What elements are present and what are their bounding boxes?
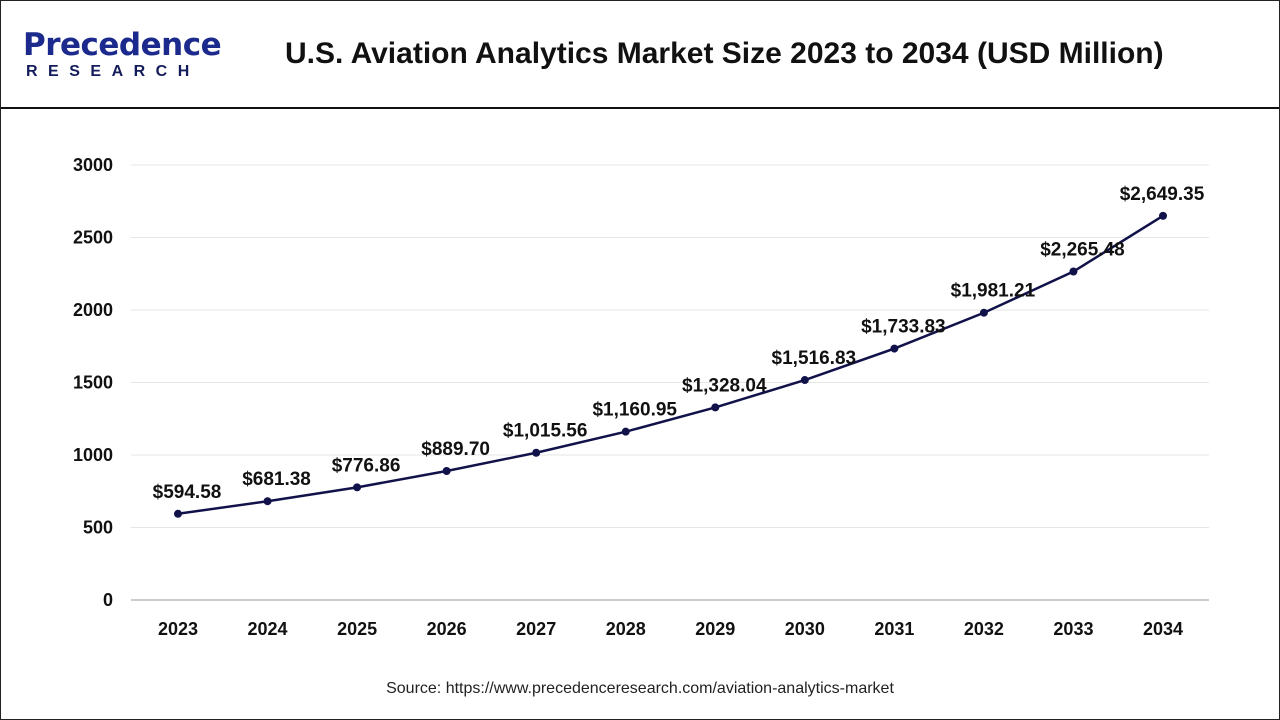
data-point: [1069, 267, 1078, 276]
data-label: $1,516.83: [772, 348, 857, 369]
y-tick-label: 3000: [73, 155, 113, 175]
data-point: [532, 448, 541, 457]
x-tick-label: 2024: [248, 619, 288, 639]
data-point: [621, 427, 630, 436]
y-tick-label: 1500: [73, 373, 113, 393]
chart-title: U.S. Aviation Analytics Market Size 2023…: [285, 37, 1164, 70]
x-tick-label: 2023: [158, 619, 198, 639]
data-label: $1,160.95: [592, 400, 677, 421]
precedence-research-logo: Precedence RESEARCH: [23, 27, 222, 81]
data-point: [1159, 211, 1167, 220]
data-point: [353, 483, 362, 492]
header: Precedence RESEARCH U.S. Aviation Analyt…: [1, 1, 1279, 109]
data-label: $1,733.83: [861, 317, 946, 338]
x-tick-label: 2032: [964, 619, 1004, 639]
data-label: $2,265.48: [1040, 240, 1125, 261]
logo-text-bottom: RESEARCH: [26, 63, 200, 80]
x-tick-label: 2027: [516, 619, 556, 639]
data-label: $2,649.35: [1120, 184, 1205, 205]
data-point: [442, 466, 451, 475]
data-label: $889.70: [421, 439, 490, 460]
data-point: [979, 308, 988, 317]
x-tick-label: 2028: [606, 619, 646, 639]
y-tick-label: 2000: [73, 300, 113, 320]
data-label: $1,015.56: [503, 421, 588, 442]
x-tick-label: 2030: [785, 619, 825, 639]
data-point: [174, 509, 182, 518]
x-tick-label: 2034: [1143, 619, 1183, 639]
y-tick-label: 500: [83, 518, 113, 538]
y-tick-label: 1000: [73, 445, 113, 465]
data-point: [263, 497, 272, 506]
x-tick-label: 2033: [1053, 619, 1093, 639]
logo-text-top: Precedence: [23, 27, 222, 63]
data-label: $681.38: [242, 469, 311, 490]
y-tick-label: 2500: [73, 228, 113, 248]
source-note: Source: https://www.precedenceresearch.c…: [386, 680, 894, 697]
data-point: [711, 403, 720, 412]
y-tick-label: 0: [103, 590, 113, 610]
data-point: [890, 344, 899, 353]
data-label: $1,981.21: [951, 281, 1036, 302]
x-tick-label: 2029: [695, 619, 735, 639]
x-tick-label: 2031: [874, 619, 914, 639]
data-label: $776.86: [332, 455, 401, 476]
series-line: [177, 214, 1164, 516]
x-tick-label: 2026: [427, 619, 467, 639]
data-label: $1,328.04: [682, 375, 767, 396]
data-point: [800, 376, 809, 385]
x-tick-label: 2025: [337, 619, 377, 639]
data-label: $594.58: [153, 482, 222, 503]
